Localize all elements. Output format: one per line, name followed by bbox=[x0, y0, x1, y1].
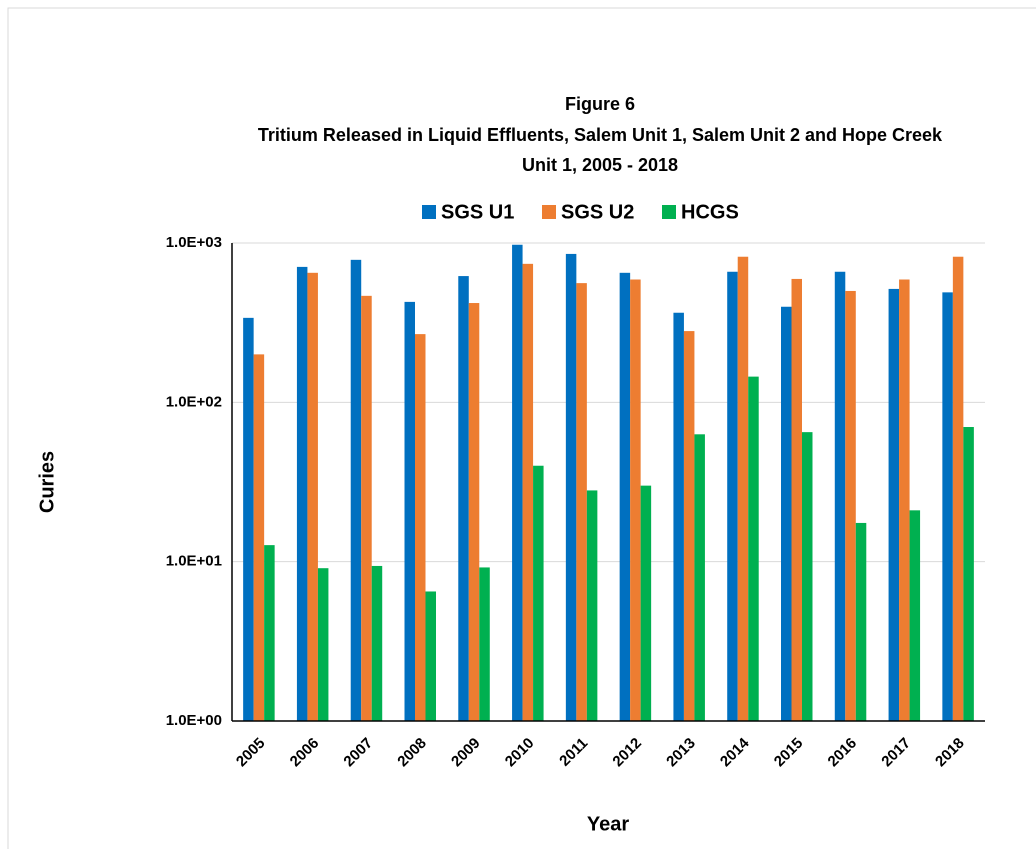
bar bbox=[855, 522, 867, 721]
bar bbox=[619, 272, 631, 721]
y-tick-label: 1.0E+02 bbox=[166, 393, 222, 410]
bar bbox=[533, 465, 544, 721]
y-tick-label: 1.0E+01 bbox=[166, 553, 222, 570]
bar bbox=[963, 427, 974, 721]
bar bbox=[942, 292, 953, 721]
bar bbox=[899, 279, 910, 721]
bar bbox=[468, 303, 480, 721]
bar bbox=[888, 288, 900, 721]
bar bbox=[586, 490, 598, 721]
bar bbox=[694, 434, 705, 721]
x-tick-label: 2016 bbox=[825, 735, 861, 771]
chart-subtitle: Tritium Released in Liquid Effluents, Sa… bbox=[257, 125, 943, 175]
bar bbox=[640, 485, 652, 721]
bar bbox=[748, 376, 759, 721]
x-axis-label: Year bbox=[587, 813, 629, 835]
bar bbox=[307, 272, 318, 721]
legend-swatch bbox=[542, 205, 556, 219]
x-tick-label: 2009 bbox=[448, 735, 484, 771]
chart-title: Figure 6 bbox=[564, 94, 635, 114]
x-tick-label: 2005 bbox=[233, 735, 269, 771]
y-axis-label: Curies bbox=[36, 451, 58, 513]
bar bbox=[630, 279, 641, 721]
x-tick-label: 2006 bbox=[287, 735, 323, 771]
bar bbox=[415, 334, 426, 721]
bar bbox=[512, 244, 523, 721]
bar bbox=[834, 271, 846, 721]
x-tick-label: 2007 bbox=[340, 735, 376, 771]
bar bbox=[522, 263, 534, 721]
bar bbox=[565, 253, 577, 721]
bar bbox=[371, 565, 383, 721]
bar bbox=[683, 331, 695, 721]
y-tick-label: 1.0E+03 bbox=[166, 234, 222, 251]
bar bbox=[253, 354, 265, 721]
legend-swatch bbox=[422, 205, 436, 219]
x-tick-label: 2010 bbox=[502, 735, 538, 771]
bar bbox=[952, 256, 964, 721]
bar bbox=[802, 432, 813, 721]
bar bbox=[361, 295, 372, 721]
bar bbox=[317, 568, 329, 721]
x-tick-label: 2013 bbox=[663, 735, 699, 771]
bar bbox=[425, 591, 436, 721]
bar bbox=[791, 278, 802, 721]
bar bbox=[264, 545, 275, 721]
bar bbox=[727, 271, 738, 721]
x-tick-label: 2014 bbox=[717, 734, 753, 770]
bar bbox=[350, 259, 362, 721]
bar bbox=[404, 301, 415, 721]
bar bbox=[737, 256, 749, 721]
chart-frame bbox=[7, 7, 1036, 849]
bar bbox=[845, 290, 856, 721]
bar bbox=[458, 276, 469, 721]
legend-label: SGS U1 bbox=[441, 201, 514, 223]
legend-label: SGS U2 bbox=[561, 201, 634, 223]
x-tick-label: 2008 bbox=[394, 735, 430, 771]
bar bbox=[673, 312, 684, 721]
x-tick-label: 2012 bbox=[609, 735, 645, 771]
legend-label: HCGS bbox=[681, 201, 739, 223]
x-tick-label: 2015 bbox=[771, 735, 807, 771]
bar bbox=[243, 317, 254, 721]
bar bbox=[296, 266, 308, 721]
x-tick-label: 2011 bbox=[556, 735, 591, 770]
bar bbox=[576, 283, 587, 721]
bar bbox=[909, 510, 921, 721]
legend-swatch bbox=[662, 205, 676, 219]
y-tick-label: 1.0E+00 bbox=[166, 712, 222, 729]
x-tick-label: 2017 bbox=[878, 735, 914, 771]
bar bbox=[781, 306, 792, 721]
bar bbox=[479, 567, 490, 721]
x-tick-label: 2018 bbox=[932, 735, 968, 771]
